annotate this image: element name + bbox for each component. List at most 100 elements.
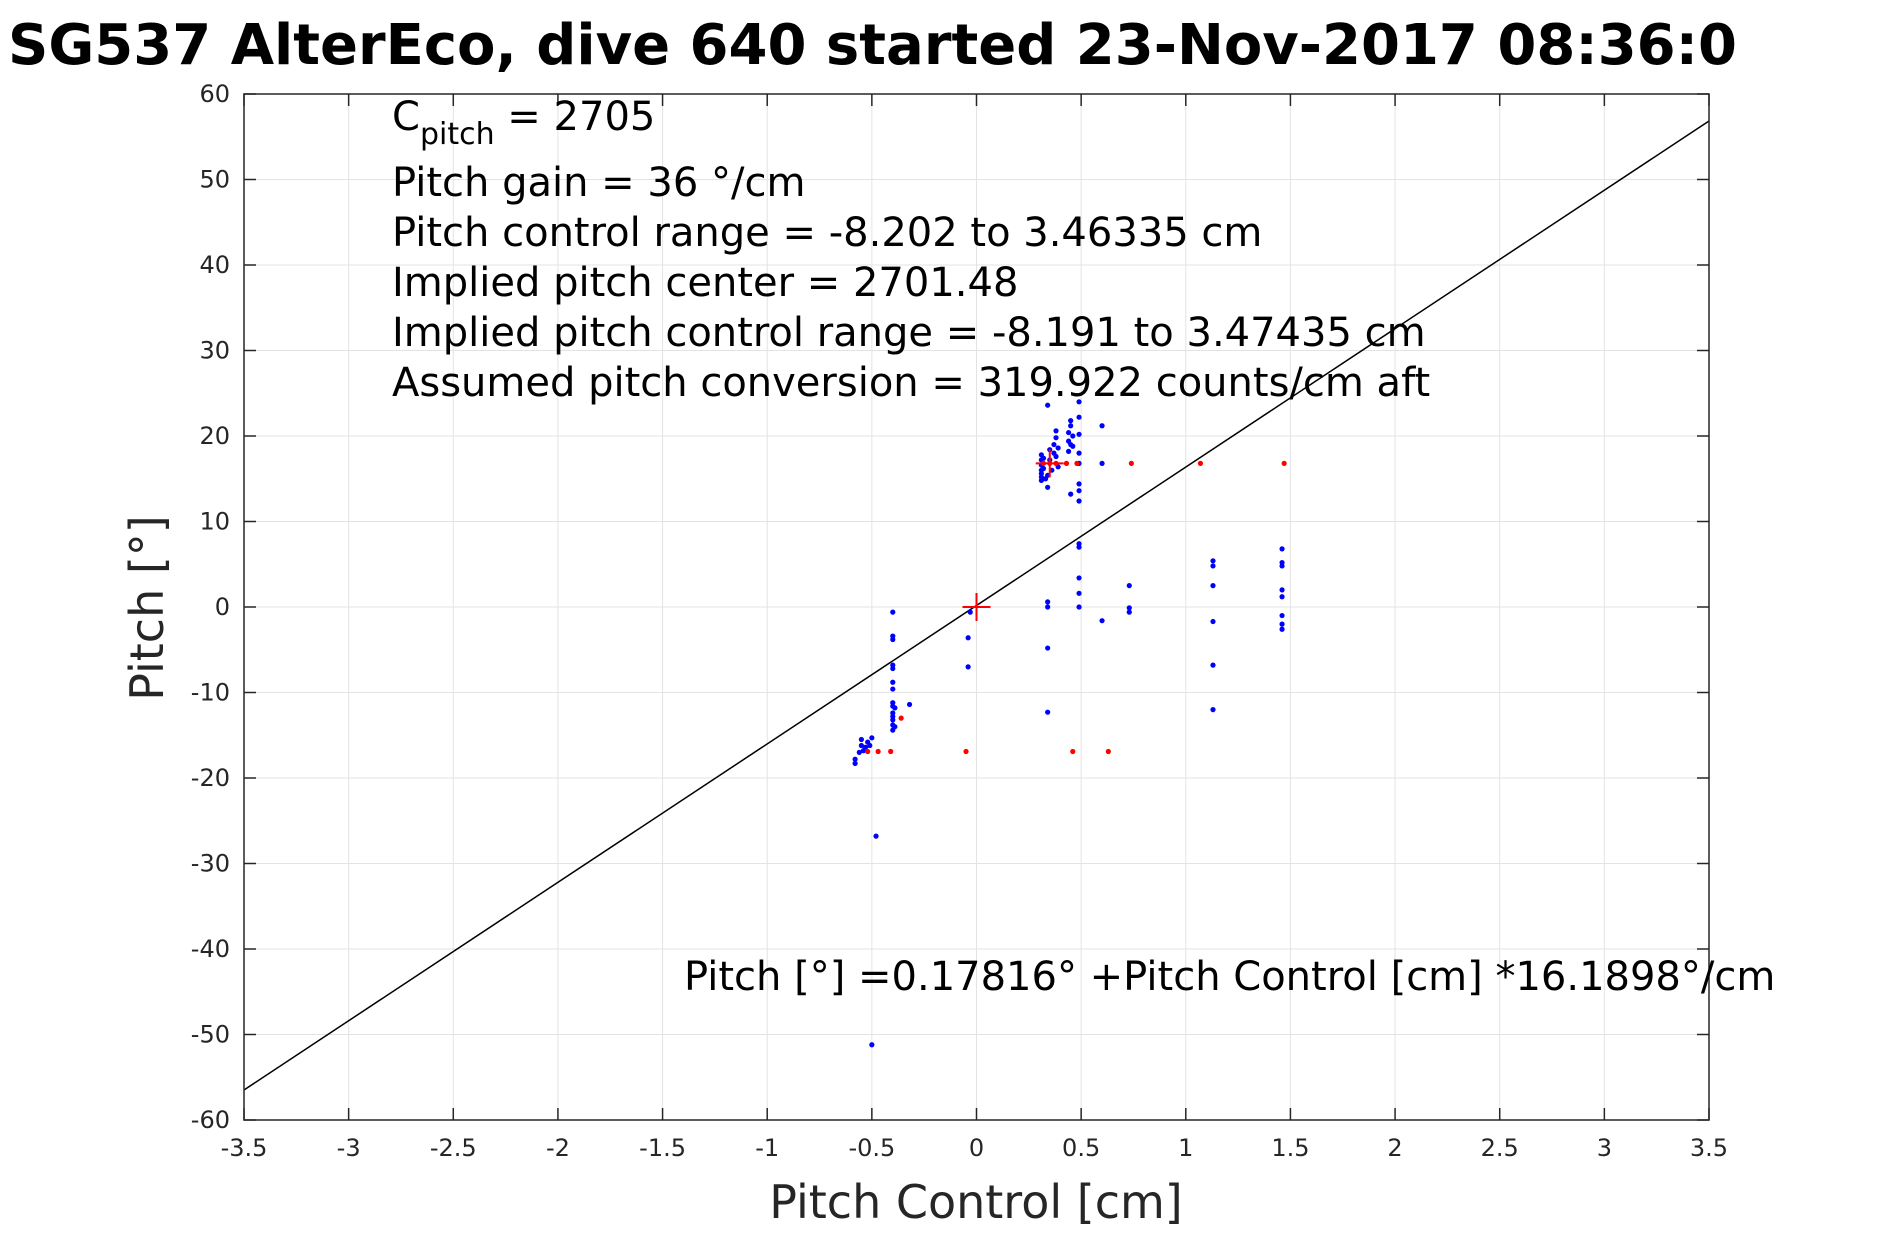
red-data-point xyxy=(1197,460,1204,466)
cpitch-value: = 2705 xyxy=(495,94,656,140)
blue-data-point xyxy=(1210,558,1216,564)
red-data-point xyxy=(1070,748,1076,755)
cpitch-main: C xyxy=(392,94,420,140)
y-tick-label: 40 xyxy=(199,251,230,279)
annotation-block: Cpitch = 2705 Pitch gain = 36 °/cm Pitch… xyxy=(392,94,1775,1000)
implied-center-annotation: Implied pitch center = 2701.48 xyxy=(392,260,1018,306)
blue-data-point xyxy=(890,686,896,692)
red-data-point xyxy=(888,748,894,755)
blue-data-point xyxy=(1045,709,1051,715)
y-tick-label: -50 xyxy=(191,1021,230,1049)
blue-data-point xyxy=(1040,465,1047,472)
blue-data-point xyxy=(1099,423,1105,429)
blue-data-point xyxy=(1210,618,1216,625)
blue-data-point xyxy=(1070,443,1076,449)
blue-data-point xyxy=(890,636,896,643)
x-tick-label: -1 xyxy=(755,1134,779,1162)
blue-data-point xyxy=(1051,441,1057,448)
blue-data-point xyxy=(852,760,858,767)
y-tick-label: -30 xyxy=(191,850,230,878)
conversion-annotation: Assumed pitch conversion = 319.922 count… xyxy=(392,360,1430,406)
blue-data-point xyxy=(967,609,973,615)
blue-data-point xyxy=(890,609,896,615)
grid-lines xyxy=(243,93,1710,1121)
blue-data-point xyxy=(1279,621,1285,627)
blue-data-point xyxy=(1068,423,1074,429)
blue-data-point xyxy=(858,736,864,743)
blue-data-point xyxy=(890,665,896,672)
red-data-point xyxy=(1074,460,1080,466)
blue-data-point xyxy=(1055,445,1061,451)
y-tick-label: 10 xyxy=(199,508,230,536)
blue-data-point xyxy=(1279,626,1285,632)
x-tick-label: 2 xyxy=(1387,1134,1402,1162)
cpitch-subscript: pitch xyxy=(420,117,495,152)
pitch-gain-annotation: Pitch gain = 36 °/cm xyxy=(392,160,805,206)
blue-data-point xyxy=(1053,453,1059,460)
blue-data-point xyxy=(892,724,898,730)
x-tick-label: -2 xyxy=(546,1134,570,1162)
blue-data-point xyxy=(965,635,971,641)
blue-data-point xyxy=(1053,428,1059,434)
blue-data-point xyxy=(1076,590,1082,596)
y-tick-label: -40 xyxy=(191,935,230,963)
y-tick-label: 50 xyxy=(199,166,230,194)
red-data-point xyxy=(1105,748,1111,755)
blue-data-point xyxy=(1070,433,1076,439)
red-data-point xyxy=(1281,460,1287,466)
center-markers xyxy=(962,449,1064,621)
blue-data-point xyxy=(1068,491,1074,497)
blue-data-point xyxy=(1279,594,1285,600)
x-tick-label: -3.5 xyxy=(221,1134,268,1162)
red-data-point xyxy=(963,748,969,755)
x-tick-label: 0.5 xyxy=(1062,1134,1100,1162)
blue-data-point xyxy=(862,744,869,750)
blue-data-point xyxy=(1076,481,1082,487)
blue-data-point xyxy=(1076,450,1082,456)
blue-data-point xyxy=(1126,609,1132,615)
blue-data-point xyxy=(1076,575,1082,581)
blue-data-point xyxy=(1065,429,1072,436)
blue-data-point xyxy=(869,1042,875,1048)
red-data-point xyxy=(1063,460,1070,466)
y-tick-label: 60 xyxy=(199,80,230,108)
blue-data-point xyxy=(1076,498,1082,504)
blue-data-point xyxy=(1045,604,1051,610)
implied-range-annotation: Implied pitch control range = -8.191 to … xyxy=(392,310,1426,356)
blue-data-point xyxy=(1065,448,1072,454)
x-tick-label: 2.5 xyxy=(1481,1134,1519,1162)
blue-data-point xyxy=(1126,605,1132,611)
blue-data-point xyxy=(892,705,898,711)
blue-data-point xyxy=(1210,662,1216,668)
blue-data-point xyxy=(852,756,858,762)
x-tick-label: -2.5 xyxy=(430,1134,477,1162)
x-tick-label: 1 xyxy=(1178,1134,1193,1162)
blue-data-point xyxy=(869,735,875,741)
blue-data-point xyxy=(1045,599,1051,605)
blue-data-point xyxy=(1076,604,1082,610)
blue-data-point xyxy=(1038,477,1044,484)
blue-data-point xyxy=(1279,546,1285,552)
y-tick-label: -60 xyxy=(191,1106,230,1134)
blue-data-point xyxy=(906,701,913,708)
x-tick-label: 0 xyxy=(969,1134,984,1162)
y-tick-label: 0 xyxy=(215,593,230,621)
blue-data-point xyxy=(1210,583,1216,589)
y-tick-label: -20 xyxy=(191,764,230,792)
red-data-point xyxy=(1128,460,1134,466)
y-tick-label: 30 xyxy=(199,337,230,365)
blue-data-point xyxy=(1126,583,1132,589)
red-data-point xyxy=(898,715,904,721)
blue-data-point xyxy=(890,679,896,685)
equation-annotation: Pitch [°] =0.17816° +Pitch Control [cm] … xyxy=(684,954,1775,1000)
cpitch-annotation: Cpitch = 2705 xyxy=(392,94,655,152)
blue-data-point xyxy=(1045,402,1051,408)
blue-data-point xyxy=(1099,618,1105,624)
red-data-point xyxy=(875,748,881,755)
data-points xyxy=(852,399,1287,1048)
y-axis-label: Pitch [°] xyxy=(120,515,174,701)
blue-data-point xyxy=(1076,399,1082,405)
chart-title: SG537 AlterEco, dive 640 started 23-Nov-… xyxy=(8,13,1737,78)
blue-data-point xyxy=(1068,418,1074,424)
y-tick-label: 20 xyxy=(199,422,230,450)
